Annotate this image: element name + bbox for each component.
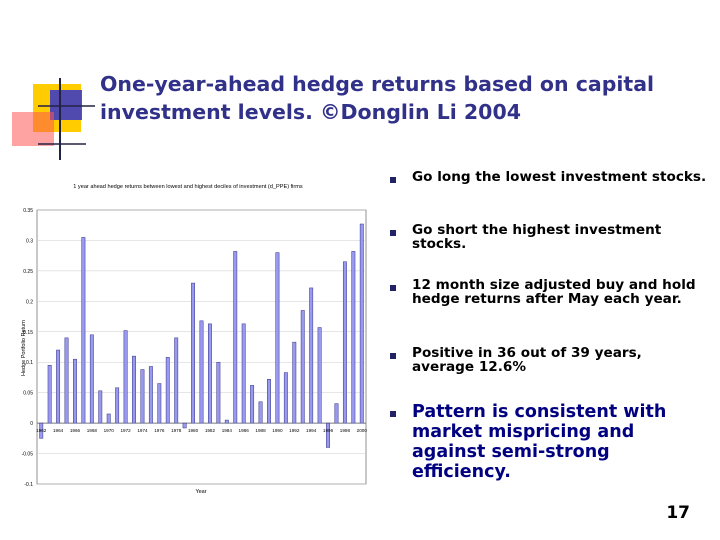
- y-tick-label: 0.05: [23, 391, 33, 397]
- bar-1995: [317, 327, 322, 424]
- x-tick-label: 1970: [104, 428, 115, 433]
- chart-title: 1 year ahead hedge returns between lowes…: [73, 184, 303, 190]
- x-tick-label: 1996: [323, 428, 334, 433]
- bar-1985: [233, 251, 238, 424]
- x-tick-label: 1994: [306, 428, 317, 433]
- bullet-marker: [390, 411, 396, 417]
- bar-1987: [250, 385, 255, 424]
- bar-1994: [309, 287, 314, 424]
- bar-1964: [56, 349, 61, 424]
- bar-1984: [224, 419, 229, 424]
- bar-1970: [106, 413, 111, 424]
- bar-1975: [148, 366, 153, 424]
- bar-1968: [89, 334, 94, 424]
- bar-1976: [157, 383, 162, 424]
- bullet-text: Go short the highest investment stocks.: [412, 222, 662, 252]
- x-tick-label: 1982: [205, 428, 216, 433]
- bar-1983: [216, 361, 221, 424]
- blue-square-shape: [50, 90, 82, 120]
- bar-1988: [258, 401, 263, 424]
- y-tick-label: -0.1: [24, 482, 33, 488]
- bar-1999: [351, 251, 356, 424]
- bar-1977: [165, 357, 170, 424]
- bar-1986: [241, 323, 246, 424]
- bar-1993: [300, 310, 305, 424]
- x-tick-label: 1992: [289, 428, 300, 433]
- bar-1966: [73, 358, 77, 424]
- bar-1971: [115, 387, 120, 424]
- bar-1969: [98, 390, 103, 424]
- x-tick-label: 1966: [70, 428, 81, 433]
- x-tick-label: 1978: [171, 428, 182, 433]
- bar-1980: [191, 282, 196, 424]
- x-tick-label: 1976: [154, 428, 165, 433]
- bar-1967: [81, 237, 86, 424]
- y-tick-label: 0.15: [23, 330, 33, 336]
- x-tick-label: 1990: [272, 428, 283, 433]
- hedge-returns-bar-chart: 1 year ahead hedge returns between lowes…: [21, 184, 368, 495]
- y-tick-label: -0.05: [22, 452, 34, 458]
- slide-decoration: [12, 78, 95, 160]
- x-tick-label: 1962: [36, 428, 47, 433]
- bullet-text: Pattern is consistent with market mispri…: [412, 402, 667, 482]
- y-tick-label: 0.3: [26, 238, 33, 244]
- x-tick-label: 1964: [53, 428, 64, 433]
- y-tick-label: 0.25: [23, 269, 33, 275]
- bar-1998: [342, 261, 347, 424]
- bar-1974: [140, 369, 145, 424]
- bar-1982: [207, 323, 212, 424]
- x-tick-label: 2000: [357, 428, 368, 433]
- x-tick-label: 1988: [255, 428, 266, 433]
- title-line-2: investment levels. ©Donglin Li 2004: [100, 100, 521, 124]
- x-tick-label: 1986: [239, 428, 250, 433]
- y-tick-label: 0.2: [26, 299, 33, 305]
- bar-1963: [47, 365, 52, 424]
- x-tick-label: 1968: [87, 428, 98, 433]
- bar-1997: [334, 403, 339, 424]
- bar-1962: [39, 422, 44, 439]
- chart-tick-labels: -0.1 -0.05 0 0.05 0.1 0.15 0.2 0.25 0.3 0.35 1962 1…: [22, 208, 368, 488]
- bar-1973: [132, 355, 136, 424]
- bar-1972: [123, 330, 128, 424]
- bullet-marker: [390, 285, 396, 291]
- chart-bars: [39, 223, 364, 448]
- x-axis-label: Year: [195, 489, 206, 495]
- x-tick-label: 1998: [340, 428, 351, 433]
- bar-1979: [182, 422, 187, 429]
- bullet-marker: [390, 177, 396, 183]
- bar-1965: [64, 337, 69, 424]
- bar-1981: [199, 320, 204, 424]
- x-tick-label: 1984: [222, 428, 233, 433]
- page-number: 17: [666, 503, 690, 523]
- x-tick-label: 1972: [120, 428, 131, 433]
- bullet-text: Go long the lowest investment stocks.: [412, 169, 707, 185]
- bullet-text: Positive in 36 out of 39 years, average …: [412, 345, 642, 375]
- bullet-marker: [390, 353, 396, 359]
- x-tick-label: 1980: [188, 428, 199, 433]
- title-line-1: One-year-ahead hedge returns based on ca…: [100, 72, 655, 96]
- y-tick-label: 0.1: [26, 360, 33, 366]
- bar-1978: [174, 337, 179, 424]
- x-tick-label: 1974: [137, 428, 148, 433]
- red-square-shape: [12, 112, 54, 146]
- y-axis-label: Hedge Portfolio Return: [21, 320, 27, 376]
- slide-title: One-year-ahead hedge returns based on ca…: [100, 70, 710, 126]
- bar-1990: [275, 252, 280, 424]
- y-tick-label: 0.35: [23, 208, 33, 214]
- bullet-marker: [390, 230, 396, 236]
- bar-1996: [326, 422, 330, 448]
- bullet-text: 12 month size adjusted buy and hold hedg…: [412, 277, 696, 307]
- bar-1989: [267, 379, 271, 424]
- bar-2000: [359, 223, 364, 424]
- y-tick-label: 0: [30, 421, 33, 427]
- bar-1992: [292, 341, 297, 424]
- bar-1991: [283, 372, 288, 424]
